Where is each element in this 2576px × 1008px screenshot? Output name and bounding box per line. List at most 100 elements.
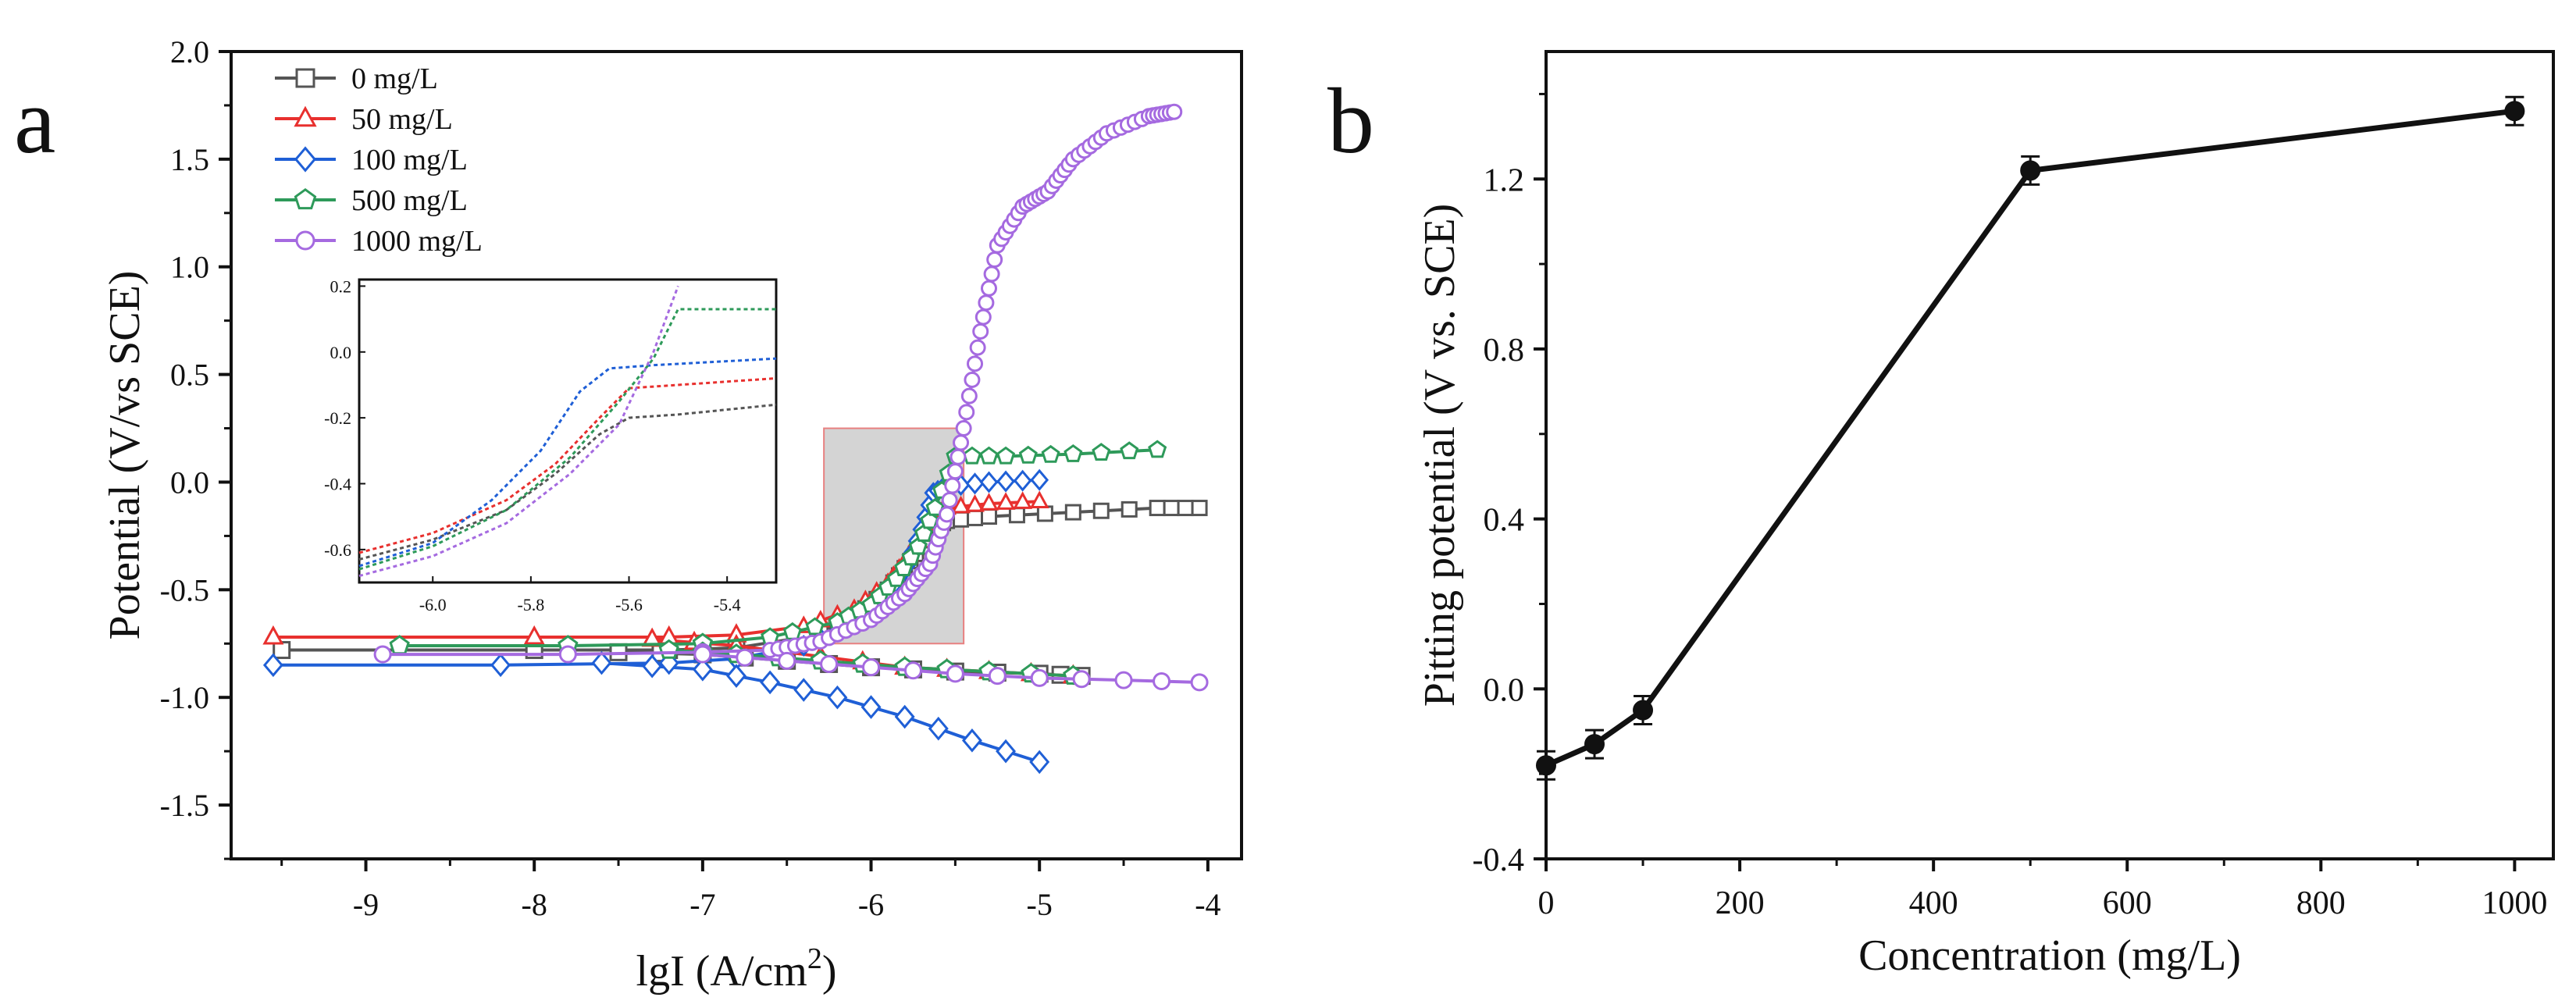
inset-series-line [358, 308, 776, 571]
series-marker [928, 716, 949, 741]
y-tick-label-a: 1.0 [170, 250, 209, 285]
series-marker [972, 322, 989, 340]
series-marker [760, 670, 781, 695]
legend-label: 100 mg/L [351, 144, 468, 176]
x-axis-label-text: lgI (A/cm [636, 947, 807, 996]
inset-frame [358, 278, 778, 584]
series-marker [642, 654, 663, 679]
x-tick-label-b: 0 [1538, 885, 1555, 921]
series-marker [692, 657, 713, 682]
y-tick-label-b: 1.2 [1484, 162, 1525, 198]
series-marker [1008, 507, 1025, 524]
inset-series-line [358, 377, 777, 554]
legend-marker [294, 105, 317, 127]
y-tick-label-a: 0.0 [170, 465, 209, 500]
y-tick-label-a: 1.5 [170, 142, 209, 177]
series-marker [1018, 445, 1038, 464]
legend-label: 50 mg/L [351, 103, 453, 136]
series-marker [1092, 502, 1110, 519]
series-marker [996, 470, 1015, 493]
series-marker [1120, 441, 1139, 460]
legend-marker [295, 230, 315, 251]
inset-x-tick-label: -5.8 [517, 595, 544, 614]
legend-label: 0 mg/L [351, 62, 438, 95]
series-marker [1064, 443, 1083, 462]
data-point [1536, 755, 1556, 776]
series-marker [1177, 500, 1194, 517]
inset-y-tick-label: 0.2 [330, 276, 352, 296]
plot-frame-a [230, 50, 1243, 860]
series-marker [1114, 671, 1133, 689]
series-marker [273, 641, 291, 660]
series-marker [1148, 440, 1167, 458]
series-marker [960, 387, 978, 404]
series-marker [941, 491, 958, 508]
y-tick-label-b: -0.4 [1473, 842, 1525, 878]
x-tick-label-a: -4 [1195, 887, 1220, 922]
inset-x-tick-label: -6.0 [419, 595, 447, 614]
series-marker [964, 371, 981, 388]
series-marker [1013, 469, 1032, 492]
x-tick-label-a: -6 [858, 887, 884, 922]
y-tick-label-b: 0.0 [1484, 672, 1525, 708]
series-marker [862, 658, 881, 677]
data-point [1633, 700, 1654, 721]
series-marker [981, 280, 997, 297]
series-marker [1029, 750, 1050, 775]
series-marker [1149, 500, 1166, 517]
series-marker [778, 651, 796, 670]
inset-series-line [358, 285, 679, 578]
series-marker [262, 625, 284, 645]
x-tick-label-a: -5 [1027, 887, 1053, 922]
series-marker [1029, 490, 1049, 508]
inset-series-line [358, 403, 777, 561]
pitting-potential-line [1545, 108, 2515, 768]
inset-y-tick-label: -0.2 [324, 408, 351, 428]
series-marker [958, 404, 975, 421]
series-marker [939, 506, 956, 523]
legend-marker [294, 146, 317, 173]
series-marker [908, 536, 928, 555]
legend-marker [295, 68, 315, 88]
x-tick-label-b: 1000 [2482, 885, 2547, 921]
x-tick-label-b: 200 [1716, 885, 1765, 921]
series-marker [925, 497, 945, 516]
x-tick-label-b: 800 [2296, 885, 2346, 921]
x-axis-label-close: ) [822, 947, 837, 996]
series-marker [820, 654, 839, 673]
series-marker [1013, 491, 1033, 509]
series-marker [953, 434, 970, 451]
series-marker [979, 471, 999, 493]
series-marker [558, 645, 577, 664]
y-axis-label-a: Potential (V/vs SCE) [101, 271, 149, 640]
series-marker [965, 472, 985, 495]
inset-y-tick-label: -0.6 [324, 540, 351, 560]
series-marker [962, 446, 982, 465]
series-marker [974, 308, 992, 326]
series-marker [961, 728, 982, 753]
series-marker [986, 251, 1003, 269]
series-marker [1163, 500, 1180, 517]
series-marker [996, 739, 1017, 764]
panel-b-chart: 0 200 400 600 800 1000 1.2 0.8 0.4 0.0 -0.4 Concent… [1416, 50, 2555, 980]
inset-x-tick-label: -5.4 [714, 595, 741, 614]
series-marker [1072, 670, 1091, 689]
series-marker [1036, 505, 1053, 522]
x-tick-label-a: -7 [689, 887, 715, 922]
series-marker [996, 446, 1016, 465]
series-marker [1030, 468, 1049, 491]
series-marker [955, 420, 972, 437]
y-tick-label-a: -1.0 [160, 680, 209, 715]
series-marker [1191, 500, 1208, 517]
series-marker [793, 678, 814, 702]
series-marker [591, 650, 612, 675]
series-marker [262, 653, 283, 678]
series-marker [736, 648, 754, 667]
series-marker [726, 664, 746, 688]
series-marker [988, 667, 1007, 686]
series-marker [914, 523, 934, 542]
y-tick-label-a: 2.0 [170, 34, 209, 69]
x-tick-label-a: -9 [353, 887, 379, 922]
series-marker [978, 294, 995, 312]
series-marker [965, 493, 985, 512]
